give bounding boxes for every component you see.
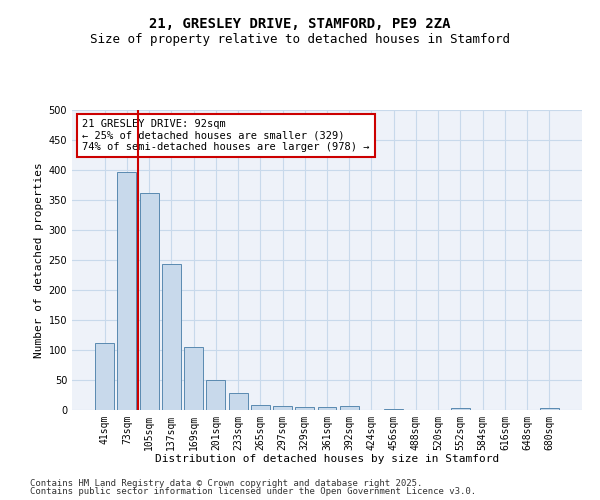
Y-axis label: Number of detached properties: Number of detached properties	[34, 162, 44, 358]
Bar	[295, 407, 314, 410]
Bar	[162, 264, 181, 410]
Bar	[118, 172, 136, 410]
Bar	[206, 380, 225, 410]
Bar	[340, 406, 359, 410]
Text: Size of property relative to detached houses in Stamford: Size of property relative to detached ho…	[90, 32, 510, 46]
Text: 21, GRESLEY DRIVE, STAMFORD, PE9 2ZA: 21, GRESLEY DRIVE, STAMFORD, PE9 2ZA	[149, 18, 451, 32]
Bar	[229, 393, 248, 410]
Bar	[251, 404, 270, 410]
Text: Contains HM Land Registry data © Crown copyright and database right 2025.: Contains HM Land Registry data © Crown c…	[30, 478, 422, 488]
Text: Contains public sector information licensed under the Open Government Licence v3: Contains public sector information licen…	[30, 487, 476, 496]
Bar	[540, 408, 559, 410]
Text: 21 GRESLEY DRIVE: 92sqm
← 25% of detached houses are smaller (329)
74% of semi-d: 21 GRESLEY DRIVE: 92sqm ← 25% of detache…	[82, 119, 370, 152]
Bar	[184, 347, 203, 410]
Bar	[317, 407, 337, 410]
X-axis label: Distribution of detached houses by size in Stamford: Distribution of detached houses by size …	[155, 454, 499, 464]
Bar	[273, 406, 292, 410]
Bar	[140, 193, 158, 410]
Bar	[451, 408, 470, 410]
Bar	[95, 344, 114, 410]
